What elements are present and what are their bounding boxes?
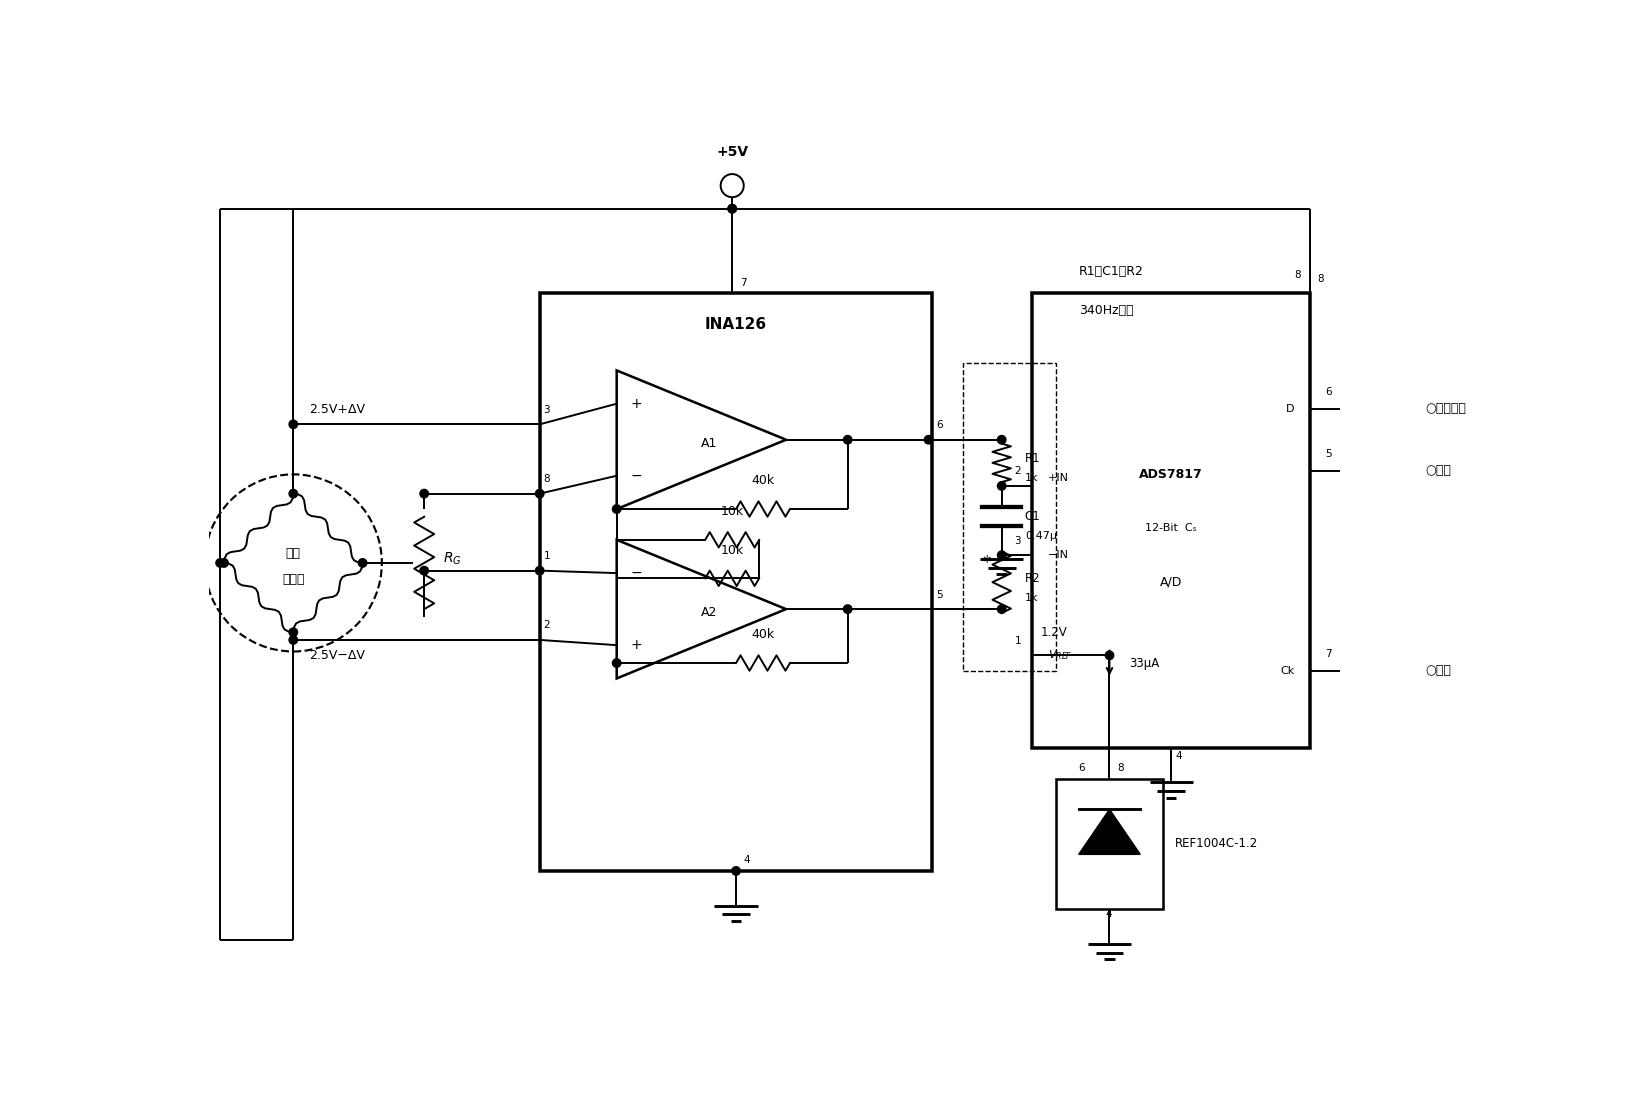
Circle shape [728, 204, 736, 213]
Text: A1: A1 [700, 437, 717, 450]
Circle shape [290, 628, 298, 637]
Text: 10k: 10k [720, 505, 744, 518]
Circle shape [728, 204, 736, 213]
Text: 40k: 40k [751, 475, 774, 487]
Circle shape [612, 659, 622, 667]
Text: +: + [630, 397, 643, 411]
Text: 3: 3 [1014, 536, 1021, 546]
Text: C1: C1 [1024, 510, 1040, 523]
Text: 4: 4 [744, 856, 751, 866]
Circle shape [290, 636, 298, 645]
Bar [1055, 779, 1163, 909]
Text: 40k: 40k [751, 629, 774, 641]
Circle shape [290, 420, 298, 429]
Circle shape [420, 489, 429, 498]
Text: −: − [630, 469, 643, 483]
Text: 8: 8 [1117, 763, 1124, 773]
Text: ○时钟: ○时钟 [1425, 665, 1451, 677]
Text: +: + [630, 638, 643, 652]
Text: 5: 5 [1325, 449, 1332, 459]
Text: 1k: 1k [1024, 474, 1039, 484]
Circle shape [731, 867, 739, 875]
Circle shape [420, 566, 429, 575]
Text: 7: 7 [739, 278, 746, 288]
Text: 340Hz低通: 340Hz低通 [1078, 304, 1134, 316]
Circle shape [844, 436, 852, 443]
Text: ○片选: ○片选 [1425, 464, 1451, 477]
Text: 0.47μ: 0.47μ [1024, 531, 1057, 541]
Circle shape [924, 436, 933, 443]
Text: *: * [982, 554, 990, 572]
Text: 传感器: 传感器 [281, 573, 304, 586]
Text: 8: 8 [1294, 270, 1301, 280]
Text: 3: 3 [543, 404, 550, 414]
Text: R2: R2 [1024, 572, 1040, 585]
Text: −IN: −IN [1049, 551, 1068, 561]
Text: Ck: Ck [1279, 666, 1294, 676]
Circle shape [358, 558, 366, 567]
Bar [1032, 294, 1310, 747]
Text: −: − [630, 566, 643, 580]
Text: ADS7817: ADS7817 [1139, 468, 1202, 481]
Text: 10k: 10k [720, 544, 744, 556]
Text: 2.5V−ΔV: 2.5V−ΔV [309, 649, 365, 662]
Circle shape [998, 605, 1006, 613]
Circle shape [1106, 651, 1114, 659]
Circle shape [535, 489, 543, 498]
Text: REF1004C-1.2: REF1004C-1.2 [1175, 838, 1258, 850]
Text: 6: 6 [1078, 763, 1085, 773]
Text: 8: 8 [1317, 274, 1324, 284]
Text: $V_{REF}$: $V_{REF}$ [1049, 649, 1072, 662]
Text: R1: R1 [1024, 452, 1040, 466]
Circle shape [219, 558, 229, 567]
Text: $R_G$: $R_G$ [443, 551, 461, 567]
Circle shape [290, 489, 298, 498]
Text: 12-Bit  Cₛ: 12-Bit Cₛ [1145, 523, 1198, 533]
Text: 4: 4 [1106, 909, 1112, 919]
Circle shape [998, 551, 1006, 560]
Text: 8: 8 [543, 474, 550, 484]
Text: R1，C1，R2: R1，C1，R2 [1078, 265, 1144, 278]
Bar [964, 363, 1055, 670]
Text: 1k: 1k [1024, 593, 1039, 602]
Circle shape [535, 566, 543, 575]
Circle shape [998, 436, 1006, 443]
Bar [540, 294, 933, 871]
Text: 1.2V: 1.2V [1040, 627, 1067, 639]
Polygon shape [1078, 810, 1140, 855]
Text: 5: 5 [936, 590, 942, 600]
Text: 4: 4 [1175, 752, 1181, 762]
Text: 2: 2 [1014, 467, 1021, 476]
Text: D: D [1286, 404, 1294, 414]
Text: A/D: A/D [1160, 575, 1183, 589]
Text: 1: 1 [1014, 636, 1021, 646]
Text: A2: A2 [700, 607, 717, 620]
Circle shape [844, 605, 852, 613]
Text: 6: 6 [1325, 388, 1332, 397]
Text: 7: 7 [1325, 649, 1332, 659]
Text: 33μA: 33μA [1129, 657, 1158, 670]
Text: 2.5V+ΔV: 2.5V+ΔV [309, 403, 365, 416]
Text: +IN: +IN [1049, 474, 1068, 484]
Text: 6: 6 [936, 420, 942, 430]
Circle shape [216, 558, 224, 567]
Text: INA126: INA126 [705, 316, 767, 332]
Text: 1: 1 [543, 551, 550, 561]
Text: 电桥: 电桥 [286, 547, 301, 561]
Text: +5V: +5V [717, 145, 748, 159]
Text: ○串行数据: ○串行数据 [1425, 402, 1466, 416]
Text: 2: 2 [543, 620, 550, 630]
Circle shape [998, 481, 1006, 490]
Circle shape [612, 505, 622, 514]
